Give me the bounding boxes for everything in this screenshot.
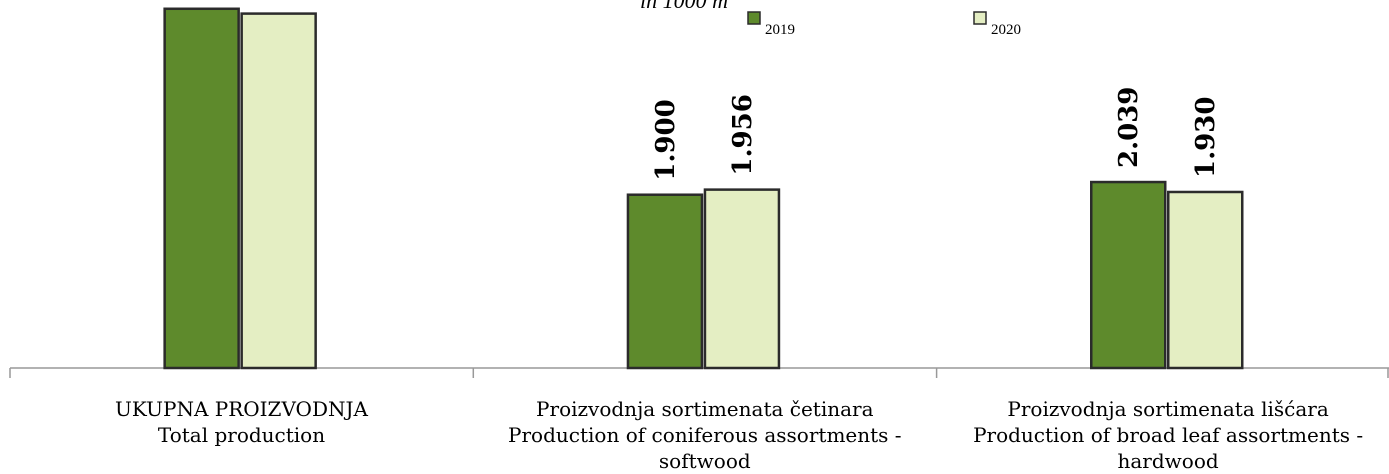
bar <box>240 12 317 370</box>
legend-swatch <box>973 11 987 25</box>
bar <box>1167 190 1244 370</box>
x-tick-label: Proizvodnja sortimenata lišćara Producti… <box>973 397 1364 473</box>
legend-label: 2020 <box>991 22 1021 38</box>
chart-subtitle: in 1000 m <box>640 0 728 13</box>
bar <box>703 188 781 370</box>
legend-swatch <box>747 11 761 25</box>
data-label: 1.956 <box>728 94 758 175</box>
x-tick-label: Proizvodnja sortimenata četinara Product… <box>508 397 902 473</box>
legend-label: 2019 <box>765 22 795 38</box>
bar <box>626 193 704 370</box>
x-tick-label: UKUPNA PROIZVODNJA Total production <box>115 397 368 447</box>
bar <box>163 7 240 370</box>
data-label: 2.039 <box>1114 87 1144 168</box>
data-label: 1.930 <box>1191 97 1221 178</box>
data-label: 1.900 <box>651 99 681 180</box>
bar <box>1090 180 1167 370</box>
